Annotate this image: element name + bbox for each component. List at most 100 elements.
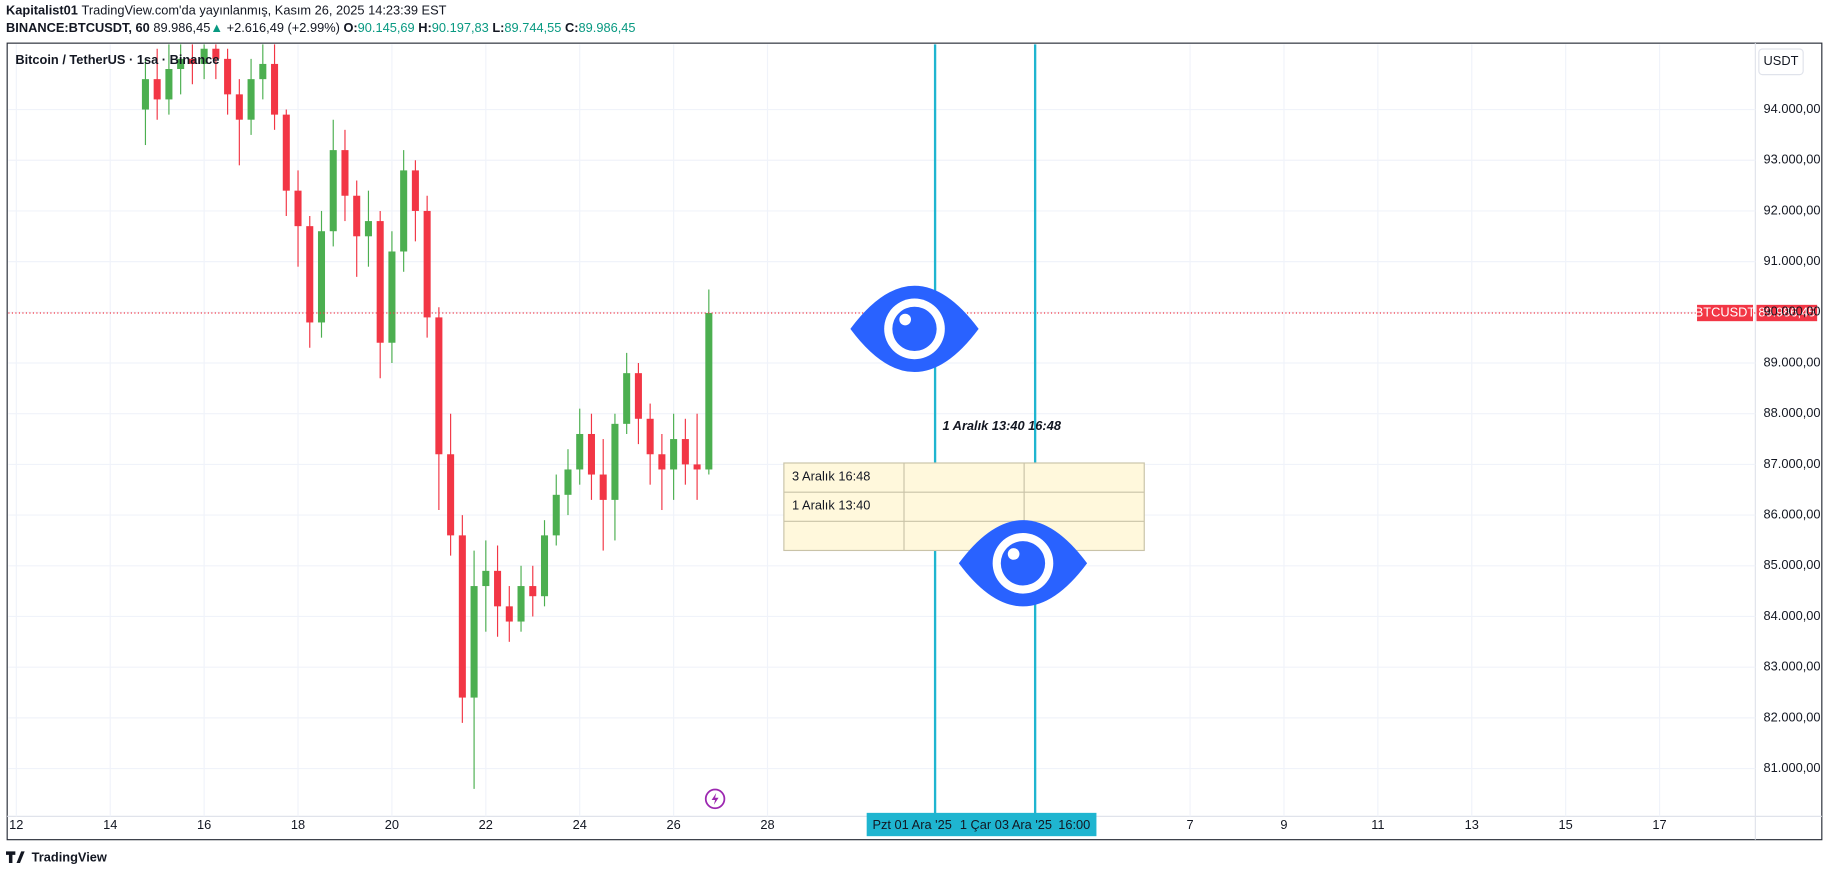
candle-body — [353, 195, 361, 237]
x-tick-label: 7 — [1187, 817, 1194, 832]
x-tick-label: 14 — [103, 817, 117, 832]
candle-body — [200, 48, 208, 64]
table: 3 Aralık 16:48 1 Aralık 13:40 — [783, 462, 1145, 552]
candle-body — [670, 439, 678, 470]
y-tick-label: 86.000,00 — [1764, 506, 1821, 521]
eye-icon — [850, 285, 979, 373]
c: 89.986,45 — [579, 21, 636, 36]
candle-body — [388, 251, 396, 343]
logo: TradingView — [6, 850, 107, 865]
table-cell: 1 Aralık 13:40 — [792, 498, 870, 513]
y-tick-label: 93.000,00 — [1764, 152, 1821, 167]
candle-body — [552, 494, 560, 536]
symbol: BINANCE:BTCUSDT, 60 — [6, 21, 150, 36]
header-line-2: BINANCE:BTCUSDT, 60 89.986,45▲ +2.616,49… — [6, 21, 636, 36]
candle-body — [482, 570, 490, 587]
candle-body — [306, 226, 314, 323]
candle-body — [141, 79, 149, 110]
candle-body — [400, 170, 408, 252]
candle-body — [529, 586, 537, 597]
x-tick-label: 11 — [1371, 817, 1384, 832]
y-tick-label: 85.000,00 — [1764, 557, 1821, 572]
crosshair-label: Çar 03 Ara '25 — [971, 817, 1053, 832]
candle-body — [153, 79, 161, 100]
candle-body — [705, 313, 713, 470]
candle-body — [271, 63, 279, 115]
y-tick-label: 82.000,00 — [1764, 709, 1821, 724]
candle-body — [188, 58, 196, 64]
candle-body — [411, 170, 419, 211]
y-tick-label: 83.000,00 — [1764, 659, 1821, 674]
change: +2.616,49 (+2.99%) — [227, 21, 340, 36]
candle-body — [564, 469, 572, 495]
x-tick-label: 16 — [197, 817, 211, 832]
candle-body — [517, 586, 525, 622]
legend: Bitcoin / TetherUS · 1sa · Binance — [15, 52, 219, 67]
crosshair-label-box — [866, 812, 1097, 837]
y-tick-label: 84.000,00 — [1764, 608, 1821, 623]
table-cell: 3 Aralık 16:48 — [792, 468, 870, 483]
candle-body — [623, 373, 631, 424]
last-price-box — [1756, 304, 1818, 322]
x-tick-label: 9 — [1280, 817, 1287, 832]
candle-body — [341, 150, 349, 196]
x-tick-label: 26 — [666, 817, 680, 832]
candle-body — [587, 433, 595, 475]
x-tick-label: 18 — [291, 817, 305, 832]
last-price-label: 89.986,45 — [1758, 304, 1815, 319]
y-tick-label: 89.000,00 — [1764, 354, 1821, 369]
x-tick-label: 22 — [479, 817, 493, 832]
annotation: 1 Aralık 13:40 16:48 — [942, 418, 1061, 433]
o: 90.145,69 — [358, 21, 415, 36]
candle-body — [634, 373, 642, 419]
y-tick-label: 94.000,00 — [1764, 101, 1821, 116]
x-tick-label: 12 — [9, 817, 23, 832]
l: 89.744,55 — [504, 21, 561, 36]
candle-body — [376, 221, 384, 343]
y-tick-label: 81.000,00 — [1764, 760, 1821, 775]
candle-body — [693, 464, 701, 470]
candle-body — [540, 535, 549, 597]
header-line-1: Kapitalist01 TradingView.com'da yayınlan… — [6, 3, 447, 18]
candle-body — [435, 317, 443, 455]
candle-body — [447, 454, 455, 536]
h-label: H: — [418, 21, 432, 36]
x-tick-label: 15 — [1559, 817, 1573, 832]
candle-body — [259, 63, 267, 80]
x-tick-label: 17 — [1652, 817, 1666, 832]
h: 90.197,83 — [432, 21, 489, 36]
chart-frame — [6, 42, 1823, 841]
candle-body — [646, 418, 654, 455]
y-tick-label: 90.000,00 — [1764, 304, 1821, 319]
crosshair-label: 1 — [960, 817, 967, 832]
candle-body — [282, 114, 290, 191]
candle-body — [165, 69, 173, 100]
candle-body — [317, 231, 326, 323]
crosshair-label: 16:00 — [1058, 817, 1090, 832]
y-tick-label: 87.000,00 — [1764, 456, 1821, 471]
candle-body — [458, 535, 466, 698]
price: 89.986,45 — [153, 21, 210, 36]
y-tick-label: 92.000,00 — [1764, 202, 1821, 217]
candle-body — [364, 221, 372, 237]
candle-body — [576, 433, 584, 470]
eye-icon — [958, 520, 1088, 607]
x-tick-label: 13 — [1465, 817, 1479, 832]
candle-body — [247, 79, 255, 120]
currency-box — [1758, 48, 1804, 76]
currency: USDT — [1764, 53, 1799, 68]
footer-brand: TradingView — [32, 850, 107, 865]
l-label: L: — [492, 21, 504, 36]
candle-body — [658, 454, 666, 470]
candle-body — [235, 94, 243, 120]
o-label: O: — [343, 21, 357, 36]
x-tick-label: 20 — [385, 817, 399, 832]
candle-body — [599, 474, 607, 500]
y-tick-label: 91.000,00 — [1764, 253, 1821, 268]
candle-body — [470, 586, 478, 698]
candle-body — [224, 58, 232, 95]
candle-body — [611, 423, 619, 500]
candle-body — [505, 606, 513, 622]
author: Kapitalist01 — [6, 3, 78, 18]
crosshair-label: Pzt 01 Ara '25 — [872, 817, 951, 832]
